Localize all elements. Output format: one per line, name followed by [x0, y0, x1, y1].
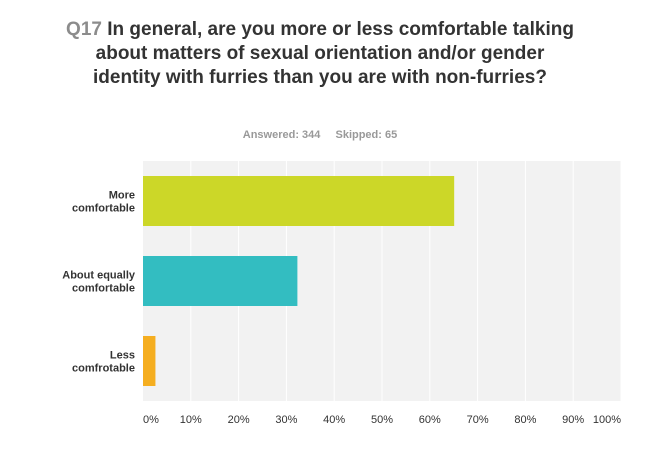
category-label-1: About equally comfortable: [62, 270, 136, 295]
x-tick-label-10: 10%: [180, 414, 202, 426]
bar-1: [143, 256, 298, 306]
category-label-line: comfrotable: [72, 363, 135, 375]
category-label-line: More: [109, 190, 135, 202]
answered-count: Answered: 344: [242, 129, 321, 141]
x-tick-label-0: 0%: [143, 414, 159, 426]
x-tick-label-100: 100%: [593, 414, 621, 426]
x-tick-label-80: 80%: [514, 414, 536, 426]
category-label-0: More comfortable: [72, 190, 135, 215]
question-number: Q17: [66, 19, 102, 40]
category-label-line: Less: [110, 350, 135, 362]
bar-2: [143, 336, 156, 386]
x-tick-label-50: 50%: [371, 414, 393, 426]
x-tick-label-60: 60%: [419, 414, 441, 426]
bar-0: [143, 176, 455, 226]
x-tick-label-90: 90%: [562, 414, 584, 426]
chart-title: Q17 In general, are you more or less com…: [60, 18, 580, 90]
x-tick-label-30: 30%: [275, 414, 297, 426]
skipped-count: Skipped: 65: [335, 129, 398, 141]
x-tick-label-40: 40%: [323, 414, 345, 426]
category-label-line: comfortable: [72, 283, 135, 295]
category-label-line: comfortable: [72, 203, 135, 215]
category-label-line: About equally: [62, 270, 136, 282]
category-label-2: Less comfrotable: [72, 350, 135, 375]
x-tick-label-70: 70%: [467, 414, 489, 426]
response-stats: Answered: 344 Skipped: 65: [60, 129, 580, 141]
x-tick-label-20: 20%: [228, 414, 250, 426]
question-text: In general, are you more or less comfort…: [93, 19, 574, 88]
